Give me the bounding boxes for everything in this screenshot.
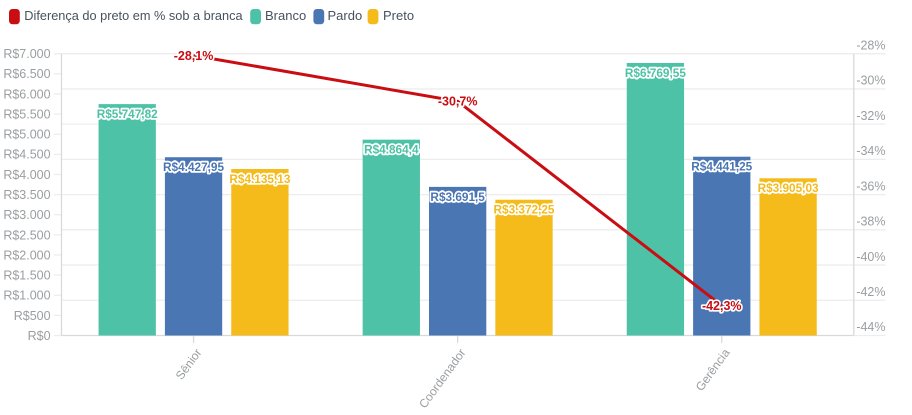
svg-text:R$0: R$0 bbox=[28, 329, 51, 343]
svg-text:-28,1%: -28,1% bbox=[174, 49, 214, 63]
svg-text:R$1.000: R$1.000 bbox=[3, 289, 50, 303]
svg-text:R$3.905,03: R$3.905,03 bbox=[758, 181, 819, 195]
svg-text:R$3.500: R$3.500 bbox=[3, 188, 50, 202]
svg-text:R$3.000: R$3.000 bbox=[3, 208, 50, 222]
svg-text:Preto: Preto bbox=[383, 8, 414, 23]
svg-text:-44%: -44% bbox=[856, 320, 885, 334]
svg-text:-36%: -36% bbox=[856, 179, 885, 193]
svg-text:-40%: -40% bbox=[856, 250, 885, 264]
svg-text:-32%: -32% bbox=[856, 109, 885, 123]
svg-text:R$3.691,5: R$3.691,5 bbox=[430, 190, 485, 204]
svg-text:R$4.135,13: R$4.135,13 bbox=[229, 172, 290, 186]
svg-text:R$5.000: R$5.000 bbox=[3, 128, 50, 142]
svg-text:-28%: -28% bbox=[856, 38, 885, 52]
svg-text:R$2.000: R$2.000 bbox=[3, 248, 50, 262]
svg-text:-38%: -38% bbox=[856, 215, 885, 229]
svg-text:R$2.500: R$2.500 bbox=[3, 228, 50, 242]
svg-text:Diferença do preto em % sob a: Diferença do preto em % sob a branca bbox=[24, 8, 243, 23]
svg-text:R$6.500: R$6.500 bbox=[3, 67, 50, 81]
svg-text:R$6.769,55: R$6.769,55 bbox=[625, 66, 686, 80]
svg-text:R$5.747,82: R$5.747,82 bbox=[97, 107, 158, 121]
svg-text:-42%: -42% bbox=[856, 285, 885, 299]
svg-text:Branco: Branco bbox=[265, 8, 306, 23]
svg-text:R$500: R$500 bbox=[14, 309, 51, 323]
svg-text:R$1.500: R$1.500 bbox=[3, 269, 50, 283]
svg-text:R$4.427,95: R$4.427,95 bbox=[163, 160, 224, 174]
svg-text:-34%: -34% bbox=[856, 144, 885, 158]
svg-text:R$7.000: R$7.000 bbox=[3, 47, 50, 61]
svg-text:-42,3%: -42,3% bbox=[702, 299, 742, 313]
svg-text:-30%: -30% bbox=[856, 74, 885, 88]
svg-text:R$4.441,25: R$4.441,25 bbox=[691, 160, 752, 174]
svg-text:R$3.372,25: R$3.372,25 bbox=[493, 203, 554, 217]
svg-text:R$4.000: R$4.000 bbox=[3, 168, 50, 182]
svg-text:Pardo: Pardo bbox=[328, 8, 363, 23]
svg-text:R$4.500: R$4.500 bbox=[3, 148, 50, 162]
svg-text:R$5.500: R$5.500 bbox=[3, 107, 50, 121]
svg-text:R$4.864,4: R$4.864,4 bbox=[364, 143, 419, 157]
svg-text:R$6.000: R$6.000 bbox=[3, 87, 50, 101]
svg-text:-30,7%: -30,7% bbox=[438, 95, 478, 109]
